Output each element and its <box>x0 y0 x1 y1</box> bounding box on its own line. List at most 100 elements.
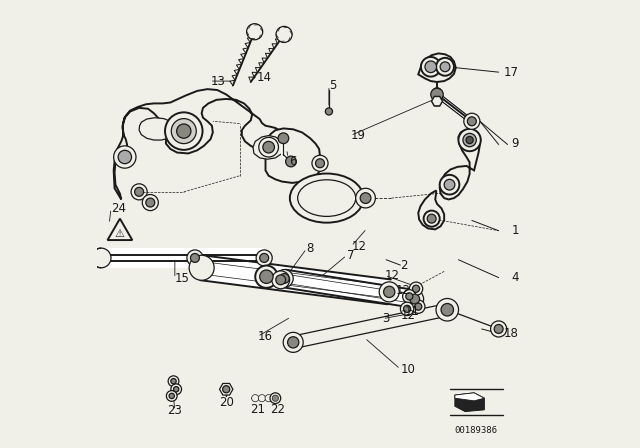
Circle shape <box>276 26 292 43</box>
Circle shape <box>134 187 143 196</box>
Circle shape <box>287 337 299 348</box>
Circle shape <box>171 384 182 395</box>
Polygon shape <box>108 219 132 240</box>
Polygon shape <box>253 136 284 159</box>
Circle shape <box>491 321 507 337</box>
Text: ⚠: ⚠ <box>115 229 125 239</box>
Circle shape <box>410 294 420 304</box>
Circle shape <box>263 142 275 153</box>
Circle shape <box>424 211 440 227</box>
Circle shape <box>433 97 442 106</box>
Ellipse shape <box>298 180 356 216</box>
Circle shape <box>466 137 473 144</box>
Circle shape <box>406 290 424 308</box>
Circle shape <box>275 270 293 288</box>
Circle shape <box>463 134 476 147</box>
Circle shape <box>494 324 503 333</box>
Circle shape <box>412 285 420 293</box>
Circle shape <box>380 282 399 302</box>
Circle shape <box>356 188 376 208</box>
Polygon shape <box>419 53 456 82</box>
Text: 10: 10 <box>401 362 415 376</box>
Circle shape <box>464 113 480 129</box>
Circle shape <box>172 119 196 144</box>
Circle shape <box>146 198 155 207</box>
Polygon shape <box>440 130 480 199</box>
Text: 00189386: 00189386 <box>455 426 498 435</box>
Text: 1: 1 <box>511 224 519 237</box>
Circle shape <box>312 155 328 171</box>
Circle shape <box>406 293 413 300</box>
Circle shape <box>260 270 273 284</box>
Text: 14: 14 <box>257 71 271 84</box>
Circle shape <box>191 254 200 263</box>
Circle shape <box>285 156 296 167</box>
Text: 24: 24 <box>111 202 126 215</box>
Polygon shape <box>139 118 176 140</box>
Text: 2: 2 <box>401 258 408 271</box>
Circle shape <box>436 58 454 76</box>
Text: 5: 5 <box>329 79 336 92</box>
Text: 3: 3 <box>383 312 390 325</box>
Circle shape <box>436 298 458 321</box>
Circle shape <box>272 271 290 289</box>
Text: 12: 12 <box>401 309 415 322</box>
Circle shape <box>276 275 285 285</box>
Polygon shape <box>220 383 233 395</box>
Polygon shape <box>431 96 443 106</box>
Text: 13: 13 <box>211 74 225 88</box>
Text: 12: 12 <box>385 269 400 282</box>
Text: 12: 12 <box>351 240 366 253</box>
Circle shape <box>458 129 481 151</box>
Circle shape <box>169 393 175 399</box>
Circle shape <box>440 62 450 72</box>
Circle shape <box>433 88 442 97</box>
Circle shape <box>92 248 111 268</box>
Circle shape <box>427 214 436 223</box>
Circle shape <box>403 305 411 312</box>
Circle shape <box>131 184 147 200</box>
Circle shape <box>421 57 440 77</box>
Text: 16: 16 <box>257 330 273 343</box>
Circle shape <box>467 117 476 126</box>
Text: 9: 9 <box>511 137 519 150</box>
Circle shape <box>171 379 176 384</box>
Circle shape <box>283 332 303 353</box>
Circle shape <box>270 393 281 404</box>
Text: 17: 17 <box>504 66 519 79</box>
Circle shape <box>444 179 455 190</box>
Circle shape <box>325 108 333 115</box>
Text: 8: 8 <box>307 242 314 255</box>
Ellipse shape <box>290 173 364 223</box>
Circle shape <box>412 300 425 313</box>
Circle shape <box>166 391 177 401</box>
Circle shape <box>316 159 324 168</box>
Circle shape <box>440 175 460 194</box>
Circle shape <box>165 112 202 150</box>
Text: 21: 21 <box>250 403 265 416</box>
Circle shape <box>415 303 422 310</box>
Circle shape <box>259 395 266 402</box>
Text: 18: 18 <box>504 327 519 340</box>
Circle shape <box>431 88 444 101</box>
Circle shape <box>383 286 395 297</box>
Circle shape <box>441 303 454 316</box>
Text: 22: 22 <box>270 403 285 416</box>
Circle shape <box>177 124 191 138</box>
Polygon shape <box>283 270 416 308</box>
Circle shape <box>246 24 262 40</box>
Circle shape <box>173 387 179 392</box>
Text: 7: 7 <box>347 249 355 262</box>
Text: 15: 15 <box>175 272 189 285</box>
Polygon shape <box>266 129 320 183</box>
Polygon shape <box>455 393 484 401</box>
Text: 19: 19 <box>350 129 365 142</box>
Text: 11: 11 <box>405 305 420 318</box>
Polygon shape <box>200 255 391 304</box>
Polygon shape <box>419 190 444 229</box>
Circle shape <box>259 138 278 157</box>
Circle shape <box>142 194 158 211</box>
Text: 6: 6 <box>289 155 296 168</box>
Polygon shape <box>455 393 484 412</box>
Circle shape <box>401 302 414 315</box>
